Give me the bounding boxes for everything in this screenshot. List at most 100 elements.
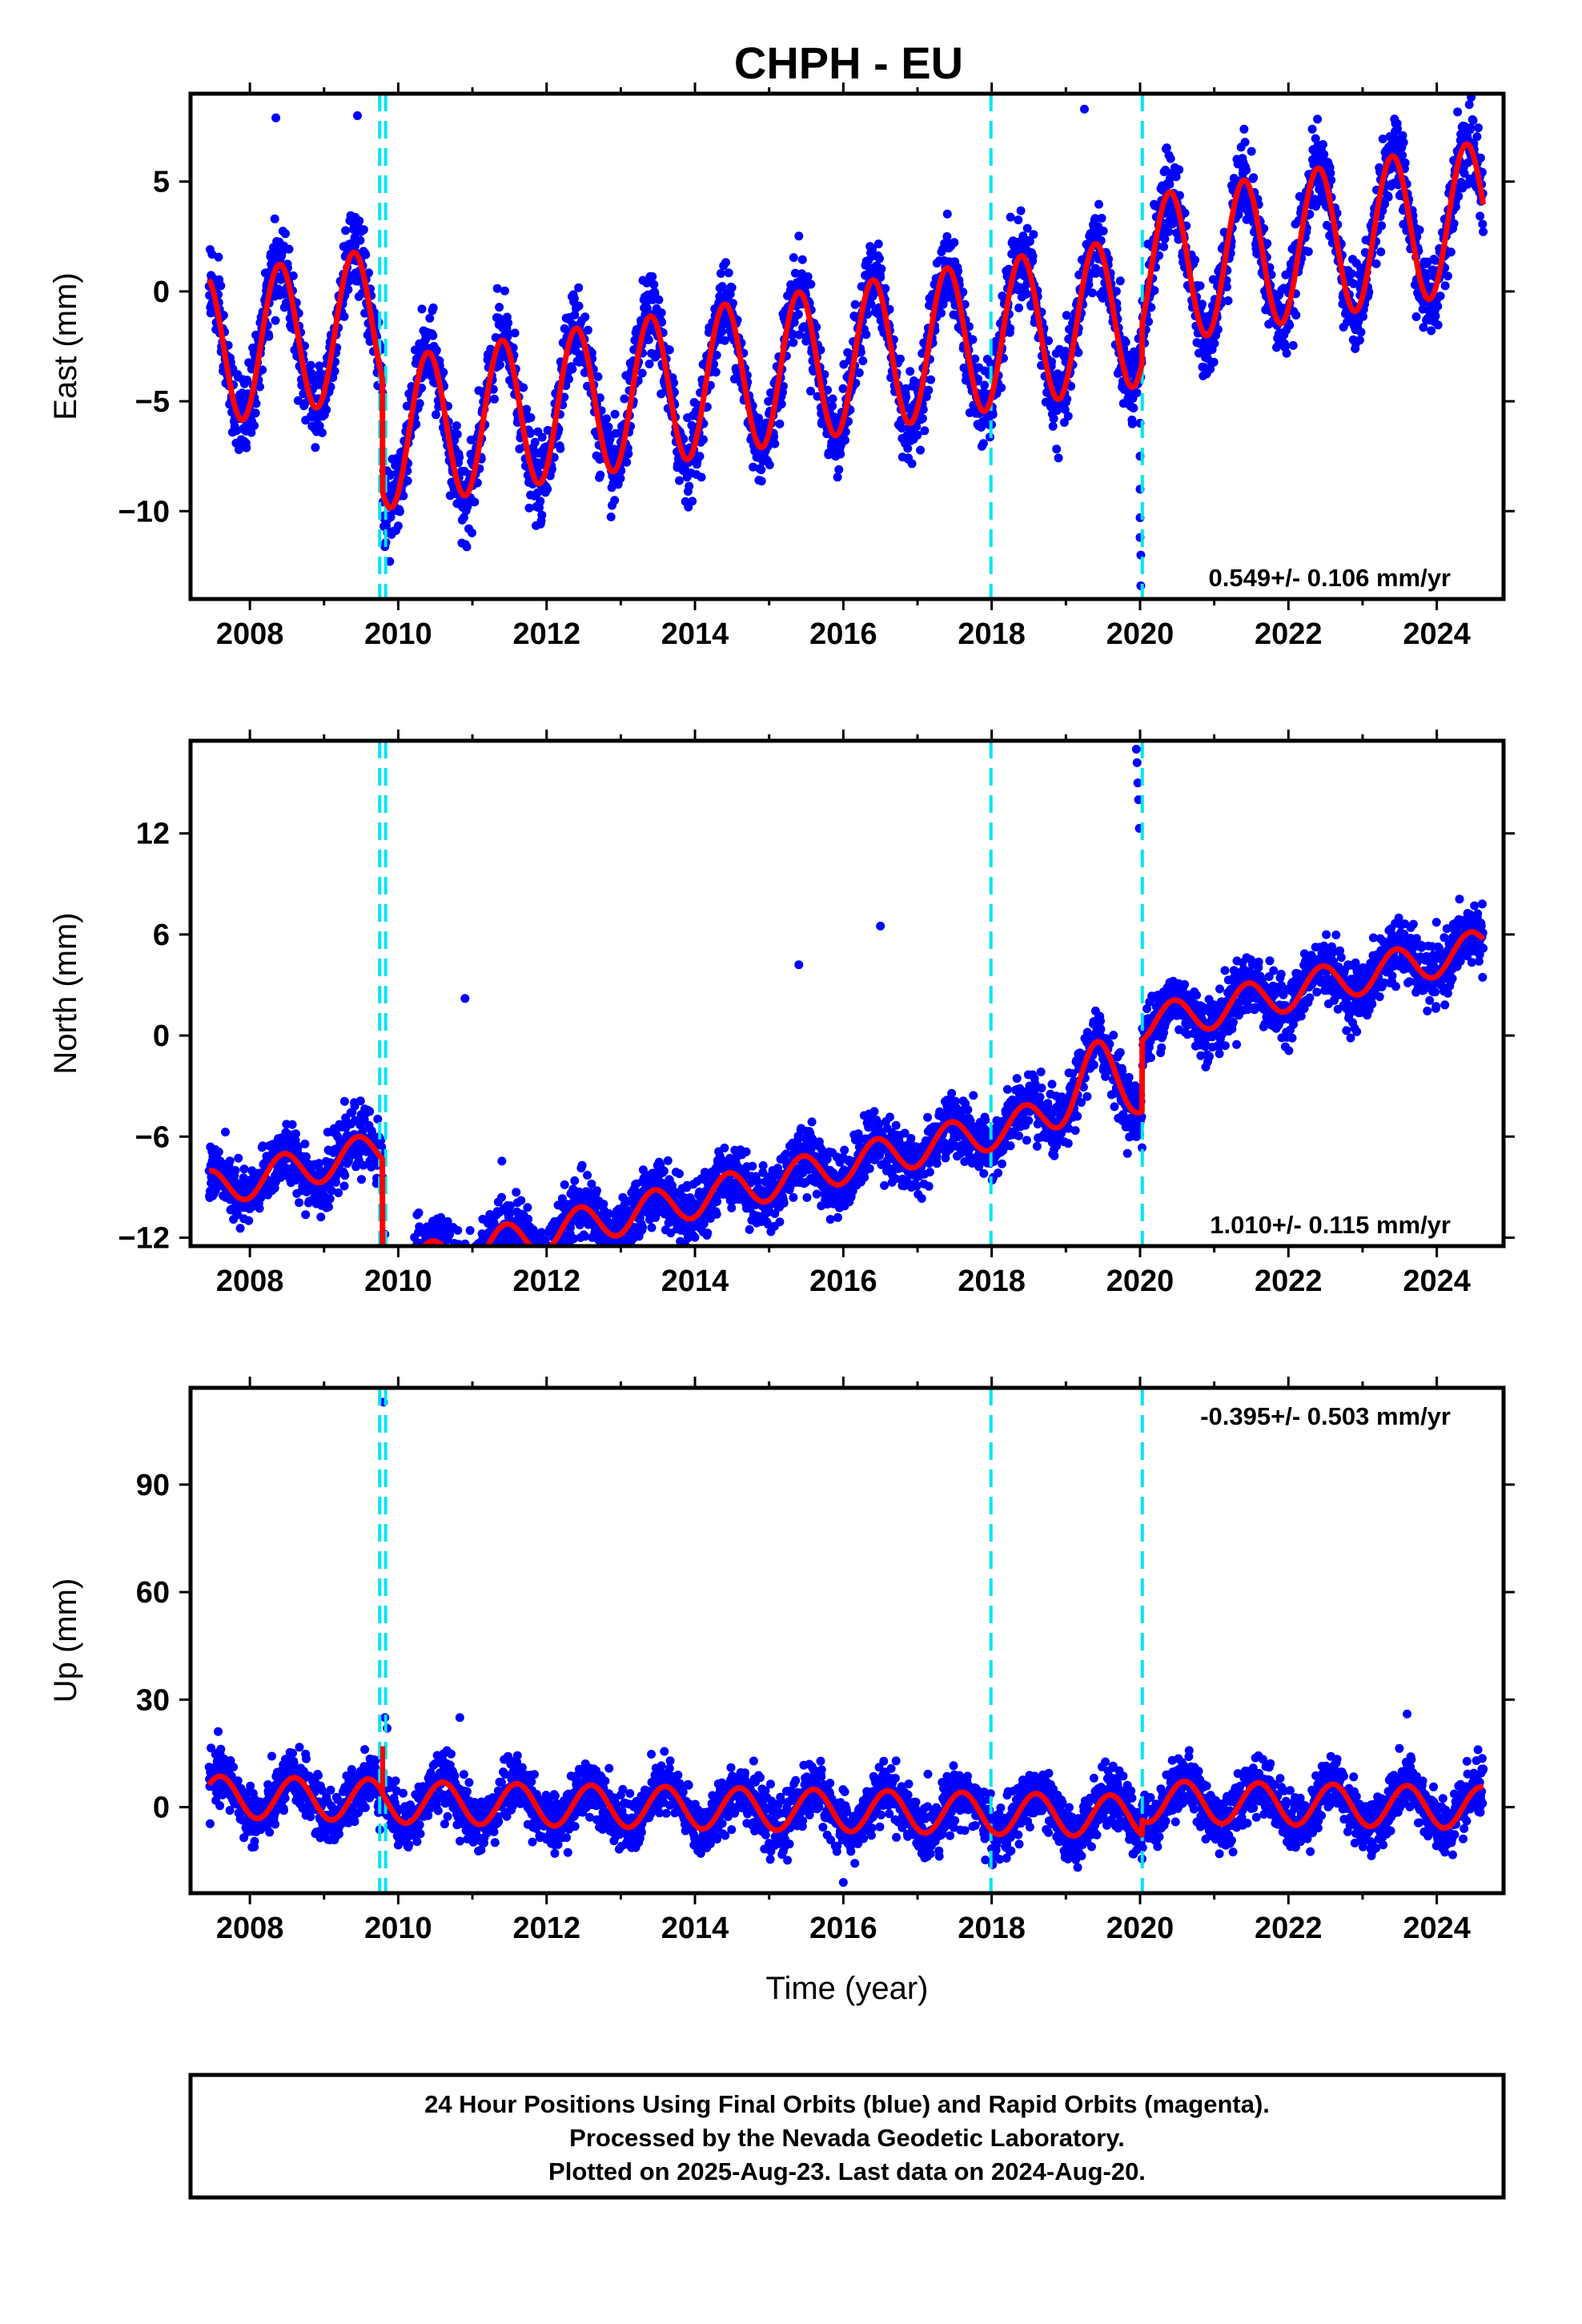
position-point: [242, 443, 251, 452]
position-point: [1191, 255, 1200, 265]
position-point: [616, 473, 625, 483]
position-point: [464, 1265, 472, 1273]
position-point: [1150, 286, 1159, 296]
position-point: [339, 1181, 349, 1191]
position-point: [359, 225, 368, 235]
position-point: [527, 1252, 536, 1261]
position-point: [400, 1248, 408, 1257]
position-point: [463, 1267, 472, 1276]
position-point: [416, 1250, 425, 1259]
position-point: [841, 436, 849, 445]
position-point: [428, 303, 438, 312]
position-point: [580, 312, 590, 322]
position-point: [355, 216, 364, 226]
position-point: [522, 1249, 531, 1258]
position-point: [475, 1252, 484, 1261]
position-point: [460, 1272, 468, 1281]
position-point: [468, 1259, 477, 1268]
position-point: [393, 521, 403, 531]
position-point: [1303, 247, 1313, 256]
x-tick-label: 2014: [661, 617, 729, 651]
position-point: [456, 1258, 465, 1267]
position-point: [429, 1249, 438, 1258]
position-point: [288, 271, 298, 280]
position-point: [447, 1259, 456, 1268]
position-point: [470, 497, 480, 507]
position-point: [523, 1203, 532, 1212]
position-point: [568, 364, 577, 374]
position-point: [1094, 199, 1103, 209]
position-point: [875, 254, 884, 263]
position-point: [942, 209, 952, 219]
position-point: [789, 253, 798, 263]
y-tick-label: 5: [153, 166, 170, 199]
position-point: [460, 1276, 469, 1285]
position-point: [325, 1194, 335, 1204]
position-point: [361, 250, 371, 259]
position-point: [255, 1204, 264, 1213]
y-tick-label: −5: [135, 385, 170, 419]
position-point: [794, 231, 804, 241]
x-tick-label: 2024: [1403, 617, 1471, 651]
position-point: [1239, 124, 1249, 134]
position-point: [379, 1301, 387, 1310]
position-point: [284, 244, 294, 254]
position-point: [452, 1257, 460, 1266]
position-point: [537, 510, 547, 520]
position-point: [476, 1263, 485, 1272]
position-point: [1014, 215, 1023, 225]
position-point: [905, 367, 915, 376]
position-point: [441, 1276, 450, 1285]
position-point: [407, 1300, 416, 1309]
position-point: [1453, 107, 1463, 117]
position-point: [688, 497, 697, 506]
rate-annotation: 0.549+/- 0.106 mm/yr: [1209, 564, 1451, 592]
position-point: [270, 214, 279, 223]
position-point: [448, 1252, 457, 1261]
position-point: [1383, 192, 1393, 202]
position-point: [537, 432, 547, 442]
position-point: [462, 1255, 471, 1264]
position-point: [481, 1252, 490, 1261]
position-point: [1087, 288, 1097, 298]
position-point: [654, 295, 664, 304]
position-point: [464, 1293, 473, 1302]
position-point: [250, 421, 259, 430]
x-tick-label: 2018: [958, 617, 1026, 651]
position-point: [476, 1250, 485, 1259]
position-point: [339, 312, 349, 321]
position-point: [460, 1265, 469, 1273]
position-point: [521, 1249, 530, 1258]
position-point: [475, 1256, 484, 1265]
position-point: [432, 345, 441, 355]
position-point: [604, 422, 613, 432]
position-point: [385, 1302, 394, 1311]
position-point: [456, 1262, 464, 1271]
position-point: [861, 330, 871, 340]
position-point: [858, 356, 868, 366]
position-point: [306, 360, 315, 370]
position-point: [697, 472, 706, 482]
position-point: [1411, 312, 1421, 321]
position-point: [432, 410, 440, 420]
position-point: [235, 1224, 245, 1233]
position-point: [1313, 115, 1323, 124]
x-tick-label: 2008: [216, 617, 284, 651]
position-point: [622, 457, 632, 467]
position-point: [435, 1249, 444, 1258]
position-point: [425, 1252, 434, 1261]
position-point: [461, 1250, 470, 1259]
position-point: [543, 485, 552, 494]
position-point: [797, 255, 807, 264]
position-point: [695, 452, 705, 461]
position-point: [455, 1252, 464, 1261]
position-point: [231, 426, 241, 436]
position-point: [1049, 414, 1058, 424]
position-point: [316, 1212, 326, 1222]
position-point: [425, 313, 435, 323]
position-point: [1399, 138, 1408, 147]
position-point: [470, 1260, 479, 1269]
y-tick-label: −10: [118, 495, 170, 529]
position-point: [523, 1248, 532, 1257]
position-point: [833, 472, 842, 482]
